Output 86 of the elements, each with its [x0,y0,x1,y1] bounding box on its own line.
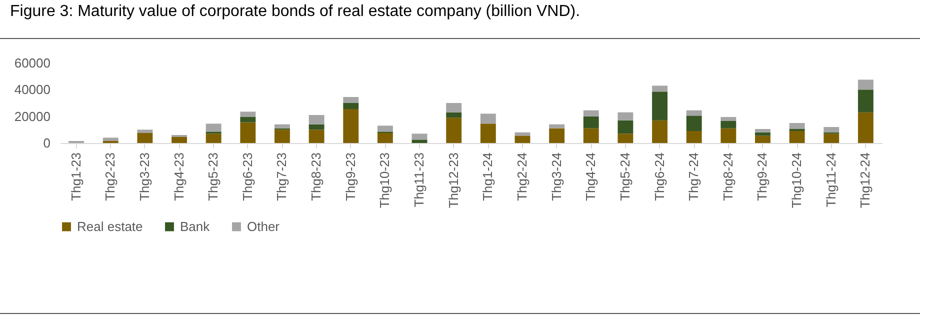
bar [583,110,599,116]
bar [343,109,359,143]
bar [308,115,324,124]
x-tick-label: Thg5-24 [617,152,632,201]
bar [549,128,565,143]
x-tick-label: Thg8-23 [308,152,324,201]
bar [686,131,702,143]
x-tick-label: Thg10-23 [377,152,392,208]
x-tick-label: Thg7-23 [274,152,290,201]
x-tick-label: Thg11-23 [412,152,427,208]
legend-label: Real estate [77,218,143,234]
bar [618,112,634,120]
bar [343,103,359,109]
x-tick-label: Thg1-23 [68,152,84,201]
x-tick-label: Thg9-23 [342,152,358,201]
y-tick-label: 20000 [14,108,50,124]
bar [274,130,290,143]
bar [549,124,565,128]
bar [206,134,222,143]
bar [583,128,599,143]
bar [308,130,324,143]
bar [652,120,668,143]
x-tick-label: Thg3-24 [548,152,564,201]
bar [720,121,736,128]
bar [206,124,222,132]
bar [618,134,634,143]
x-tick-label: Thg10-24 [789,152,804,208]
x-tick-label: Thg12-24 [858,152,873,208]
bar [308,124,324,130]
chart-title: Figure 3: Maturity value of corporate bonds of real estate company (billion VND). [10,3,580,21]
bar [343,97,359,103]
bar [240,112,256,117]
y-tick-label: 0 [43,136,50,150]
bar [686,110,702,116]
bar [412,140,428,143]
x-tick-label: Thg4-24 [583,152,598,201]
bar [618,120,634,134]
bar [412,134,428,140]
bar [480,124,496,143]
bar [858,90,874,112]
x-tick-label: Thg8-24 [720,152,736,201]
bar [652,92,668,120]
x-tick-label: Thg2-24 [514,152,530,201]
bar [583,116,599,128]
x-tick-label: Thg3-23 [136,152,152,201]
bar [824,127,840,132]
bar [789,123,805,129]
bar [137,133,153,143]
bar [755,132,770,136]
bar [686,116,702,131]
x-tick-label: Thg2-23 [102,152,118,201]
legend-label: Bank [180,218,210,234]
bar [274,124,290,128]
bar [652,86,668,92]
bar [102,138,118,141]
bar [755,136,770,143]
bar [172,137,187,143]
bar [446,118,462,143]
x-tick-label: Thg12-23 [446,152,461,208]
bar [720,128,736,143]
y-tick-label: 40000 [14,82,50,98]
bar [446,112,462,118]
bar [858,112,874,143]
bar [755,129,770,132]
bar [824,134,840,143]
x-tick-label: Thg11-24 [823,152,838,208]
x-tick-label: Thg4-23 [171,152,186,201]
y-tick-label: 60000 [14,56,50,70]
bar [377,126,393,132]
bar [720,117,736,121]
legend-label: Other [247,218,280,234]
x-tick-label: Thg7-24 [686,152,702,201]
bar [858,80,874,90]
bar [480,114,496,124]
x-tick-label: Thg5-23 [206,152,221,201]
bar [240,122,256,143]
bar [137,130,153,133]
x-tick-label: Thg6-23 [240,152,255,201]
bar [514,136,530,143]
x-tick-label: Thg6-24 [652,152,667,201]
x-tick-label: Thg1-24 [480,152,496,201]
bar [240,117,256,122]
x-tick-label: Thg9-24 [754,152,770,201]
bar [377,133,393,143]
bar [446,103,462,112]
bar [789,131,805,143]
